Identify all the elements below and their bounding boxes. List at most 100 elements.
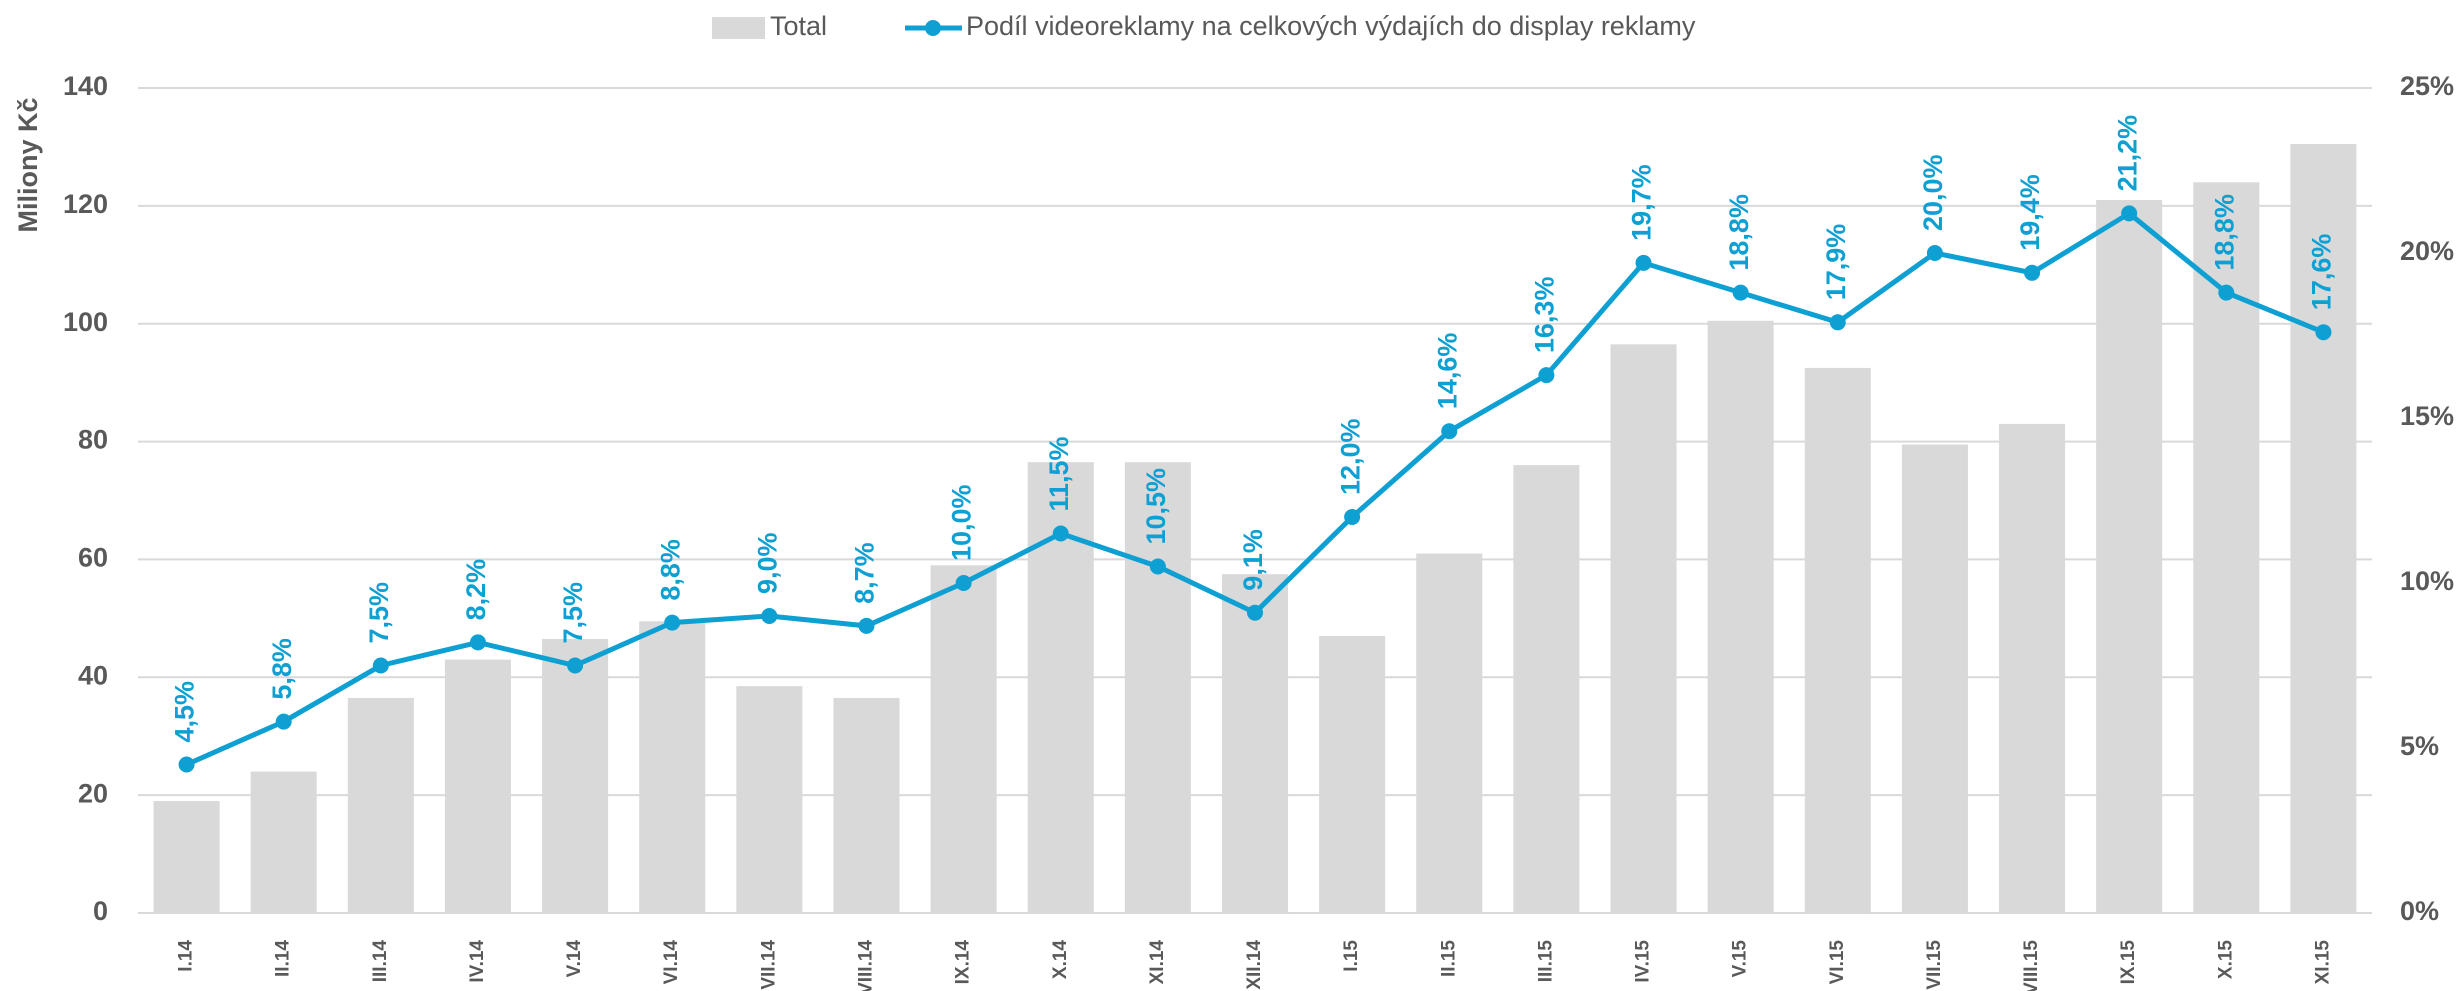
line-point bbox=[1538, 367, 1555, 384]
x-tick-label: XI.15 bbox=[2312, 940, 2333, 985]
line-point bbox=[761, 608, 778, 624]
line-point bbox=[664, 614, 681, 631]
data-label: 9,1% bbox=[1238, 529, 1268, 591]
y-tick-label: 80 bbox=[78, 425, 108, 455]
data-label: 21,2% bbox=[2112, 115, 2142, 192]
x-tick-label: VI.14 bbox=[661, 940, 682, 985]
x-tick-label: IX.14 bbox=[953, 940, 974, 985]
y-tick-label: 120 bbox=[63, 189, 108, 219]
line-point bbox=[1926, 245, 1943, 261]
line-point bbox=[858, 617, 875, 634]
bar bbox=[1319, 636, 1386, 913]
data-label: 4,5% bbox=[170, 681, 200, 743]
line-point bbox=[1052, 525, 1069, 542]
bar bbox=[153, 801, 220, 913]
line-point bbox=[1247, 604, 1263, 621]
y-tick-label: 0 bbox=[93, 896, 108, 926]
data-label: 12,0% bbox=[1335, 418, 1365, 495]
x-tick-label: IV.15 bbox=[1633, 940, 1654, 983]
bar bbox=[542, 638, 609, 913]
data-label: 19,7% bbox=[1627, 164, 1657, 241]
bar bbox=[1901, 444, 1968, 913]
x-tick-label: X.15 bbox=[2215, 940, 2236, 980]
x-tick-label: V.14 bbox=[564, 940, 585, 978]
bar bbox=[250, 771, 317, 913]
bar bbox=[347, 697, 414, 913]
x-tick-label: III.14 bbox=[370, 940, 391, 983]
line-point bbox=[1732, 284, 1749, 301]
x-tick-label: IX.15 bbox=[2118, 940, 2139, 985]
data-label: 10,0% bbox=[947, 484, 977, 561]
data-label: 8,7% bbox=[850, 542, 880, 604]
x-tick-label: I.15 bbox=[1341, 940, 1362, 972]
data-label: 7,5% bbox=[364, 582, 394, 644]
bar bbox=[1999, 423, 2066, 913]
data-label: 16,3% bbox=[1530, 277, 1560, 354]
data-label: 8,2% bbox=[461, 559, 491, 621]
bar bbox=[444, 659, 511, 913]
x-tick-label: XI.14 bbox=[1147, 940, 1168, 985]
bar bbox=[833, 697, 900, 913]
line-point bbox=[567, 657, 584, 674]
y-tick-label: 20 bbox=[78, 778, 108, 808]
data-label: 18,8% bbox=[2209, 194, 2239, 271]
y2-tick-label: 0% bbox=[2400, 896, 2439, 926]
data-label: 10,5% bbox=[1141, 468, 1171, 545]
line-point bbox=[2315, 324, 2332, 341]
x-tick-label: I.14 bbox=[176, 940, 197, 972]
line-point bbox=[469, 634, 486, 651]
x-tick-label: V.15 bbox=[1730, 940, 1751, 978]
bar bbox=[1707, 320, 1774, 914]
data-label: 20,0% bbox=[1918, 154, 1948, 231]
line-point bbox=[955, 575, 972, 591]
data-label: 7,5% bbox=[558, 582, 588, 644]
x-tick-label: VII.14 bbox=[758, 940, 779, 990]
line-point bbox=[1829, 314, 1846, 331]
x-tick-label: VIII.15 bbox=[2021, 940, 2042, 991]
line-point bbox=[372, 657, 389, 674]
y-tick-label: 140 bbox=[63, 71, 108, 101]
line-point bbox=[178, 756, 195, 773]
x-tick-label: X.14 bbox=[1050, 940, 1071, 980]
bar bbox=[2096, 199, 2163, 913]
y-tick-label: 60 bbox=[78, 543, 108, 573]
legend-label: Podíl videoreklamy na celkových výdajích… bbox=[966, 11, 1696, 41]
line-point bbox=[1441, 423, 1458, 440]
data-label: 14,6% bbox=[1432, 333, 1462, 410]
y-axis-label: Miliony Kč bbox=[13, 97, 43, 232]
bar bbox=[1804, 367, 1871, 913]
x-tick-label: VIII.14 bbox=[855, 940, 876, 991]
x-tick-label: II.15 bbox=[1438, 940, 1459, 977]
x-tick-label: VII.15 bbox=[1924, 940, 1945, 990]
legend-swatch bbox=[712, 17, 765, 39]
data-label: 8,8% bbox=[655, 539, 685, 601]
data-label: 5,8% bbox=[267, 638, 297, 700]
bar bbox=[1513, 465, 1580, 913]
x-tick-label: IV.14 bbox=[467, 940, 488, 983]
x-tick-label: II.14 bbox=[273, 940, 294, 977]
line-point bbox=[2218, 284, 2235, 301]
bar bbox=[930, 565, 997, 913]
bar bbox=[1124, 462, 1191, 913]
bar bbox=[1416, 553, 1483, 913]
line-point bbox=[1149, 558, 1166, 575]
line-point bbox=[275, 713, 292, 730]
data-label: 9,0% bbox=[752, 532, 782, 594]
y2-tick-label: 15% bbox=[2400, 401, 2454, 431]
legend-marker bbox=[925, 20, 941, 36]
bar bbox=[2290, 143, 2357, 913]
y2-tick-label: 5% bbox=[2400, 731, 2439, 761]
line-point bbox=[1635, 254, 1652, 271]
bar bbox=[736, 686, 803, 913]
bar bbox=[1610, 344, 1677, 913]
line-point bbox=[2024, 264, 2041, 281]
legend-label: Total bbox=[770, 11, 827, 41]
y-tick-label: 100 bbox=[63, 307, 108, 337]
data-label: 17,6% bbox=[2307, 234, 2337, 311]
data-label: 11,5% bbox=[1044, 436, 1074, 511]
x-tick-label: VI.15 bbox=[1827, 940, 1848, 985]
line-point bbox=[1344, 509, 1361, 525]
bar bbox=[639, 621, 706, 913]
data-label: 17,9% bbox=[1821, 224, 1851, 301]
